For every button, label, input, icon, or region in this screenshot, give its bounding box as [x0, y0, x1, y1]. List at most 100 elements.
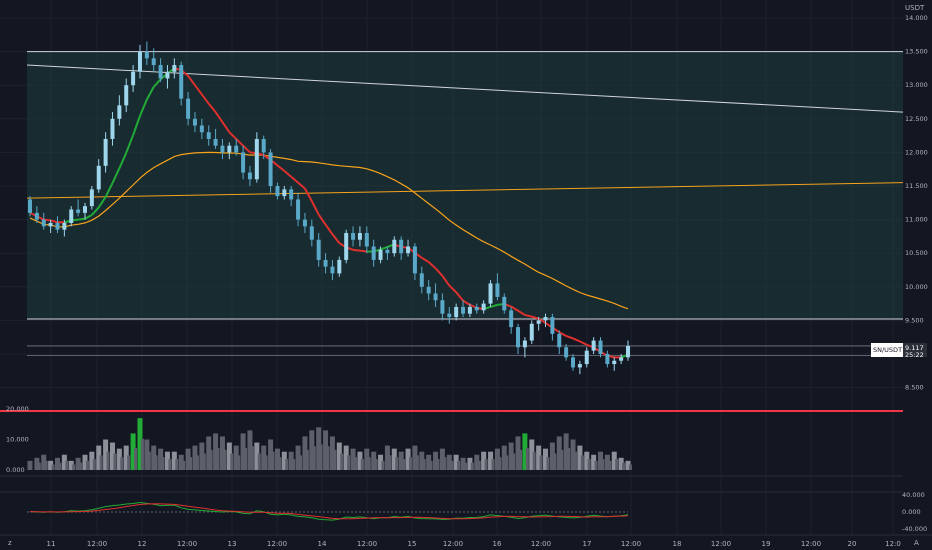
volume-bar [474, 454, 480, 470]
ma-short-segment [572, 337, 581, 343]
ma-short-segment [111, 167, 121, 184]
volume-bar [250, 446, 254, 470]
horizontal-levels[interactable] [27, 51, 903, 356]
ma-short-segment [125, 134, 135, 154]
volume-bar [96, 445, 102, 470]
trendlines[interactable] [26, 64, 904, 199]
symbol-price-tag[interactable]: SN/USDT 9.117 25:22 [871, 343, 927, 359]
volume-bar [477, 460, 481, 470]
currency-label: USDT [905, 4, 925, 12]
candle-body [137, 51, 142, 72]
candle-body [268, 152, 273, 186]
volume-bar [601, 459, 605, 470]
ma-short-segment [579, 340, 588, 346]
candle-body [502, 296, 507, 311]
candle-body [34, 212, 39, 220]
candle-body [433, 293, 438, 301]
candle-body [220, 145, 225, 153]
ma-short-segment [235, 138, 244, 147]
candle-body [186, 98, 191, 119]
volume-bar [130, 433, 136, 470]
ma-short-segment [50, 219, 58, 224]
osc-tick-label: 0.000 [902, 508, 921, 516]
volume-bar [463, 462, 467, 470]
candle-body [399, 239, 404, 254]
volume-bar [405, 448, 411, 470]
volume-bar [488, 451, 494, 470]
volume-bar [226, 442, 232, 470]
candle-body [117, 105, 122, 119]
volume-bar [175, 459, 179, 470]
volume-bar [195, 455, 199, 470]
volume-bar [384, 445, 390, 470]
volume-bar [460, 457, 466, 470]
trendline-white [26, 64, 904, 113]
candle-body [605, 354, 610, 365]
ma-short-segment [324, 224, 334, 235]
volume-bar [65, 460, 69, 470]
volume-bar [44, 460, 48, 470]
candle-body [48, 222, 53, 227]
volume-bar [264, 455, 268, 470]
timezone-icon[interactable]: z [8, 539, 12, 547]
time-tick-label: 15 [408, 540, 417, 548]
candle-body [426, 286, 431, 294]
candle-body [461, 306, 466, 314]
volume-bar [120, 457, 124, 470]
candle-body [330, 266, 335, 274]
volume-bar [182, 460, 186, 470]
ma-short-segment [462, 299, 471, 306]
volume-bar [539, 455, 543, 470]
candle-body [584, 350, 589, 365]
time-tick-label: 18 [673, 540, 682, 548]
volume-bar [134, 448, 138, 470]
time-tick-label: 14 [318, 540, 327, 548]
volume-bar [323, 430, 329, 470]
volume-bar [292, 459, 296, 470]
candle-body [591, 340, 596, 351]
candle-body [151, 58, 156, 66]
ma-short-segment [304, 188, 313, 202]
candle-body [577, 364, 582, 368]
volume-bar [109, 442, 115, 470]
volume-bar [567, 448, 571, 470]
volume-bar [426, 454, 432, 470]
candle-body [124, 85, 129, 106]
price-tick-label: 10.500 [905, 249, 928, 257]
candle-body [571, 357, 576, 368]
volume-bar [577, 445, 583, 470]
ma-short-segment [317, 213, 327, 226]
volume-bar [580, 455, 584, 470]
ma-short-segment [380, 245, 388, 251]
volume-bar [529, 439, 535, 470]
ma-short-segment [290, 176, 299, 184]
volume-bar [398, 451, 404, 470]
candle-body [323, 259, 328, 267]
time-tick-label: 17 [583, 540, 592, 548]
volume-bar [92, 459, 96, 470]
candle-body [254, 138, 259, 180]
volume-bar [371, 451, 377, 470]
volume-bar [151, 445, 157, 470]
ma-short-segment [132, 115, 141, 136]
volume-bar [343, 445, 349, 470]
volume-bar [433, 451, 439, 470]
time-tick-label: 12:00 [87, 540, 107, 548]
ma-long [29, 151, 629, 310]
volume-bar [532, 451, 536, 470]
volume-bar [302, 436, 308, 470]
volume-bar [419, 451, 425, 470]
volume-bar [48, 460, 54, 470]
volume-bar [161, 457, 165, 470]
candle-body [227, 145, 232, 153]
ma-short-segment [517, 309, 526, 316]
osc-tick-label: 40.000 [902, 491, 925, 499]
candle-body [302, 219, 307, 227]
volume-bar [505, 455, 509, 470]
candle-body [447, 313, 452, 318]
auto-scale-icon[interactable]: A [914, 539, 919, 547]
ma-short-segment [565, 335, 574, 340]
ma-short-segment [448, 284, 457, 293]
volume-bar [261, 445, 267, 470]
